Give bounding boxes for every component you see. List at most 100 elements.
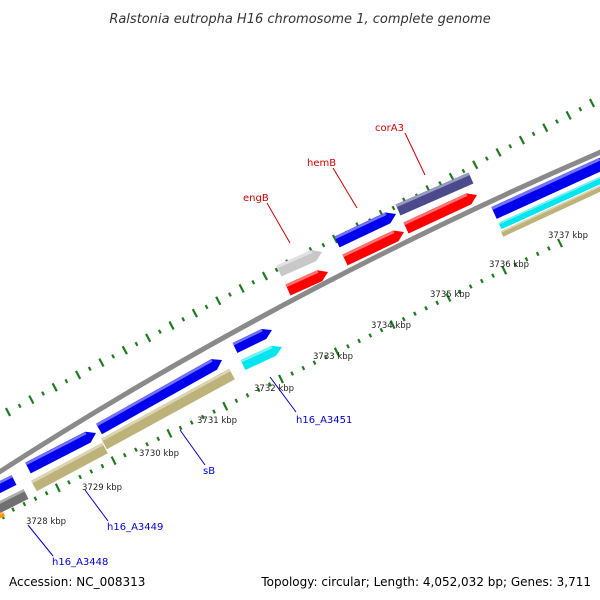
- feature-highlight: [498, 176, 600, 225]
- accession-text: Accession: NC_008313: [9, 575, 145, 589]
- feature-highlight: [334, 212, 387, 240]
- tick-label: 3736 kbp: [489, 260, 529, 270]
- tick-mark: [368, 333, 373, 338]
- tick-mark: [321, 242, 326, 248]
- tick-mark: [41, 391, 45, 396]
- tick-mark: [588, 98, 596, 108]
- genome-summary-text: Topology: circular; Length: 4,052,032 bp…: [260, 575, 591, 589]
- feature-highlight: [395, 172, 470, 208]
- gene-feature: [403, 193, 477, 234]
- tick-mark: [484, 156, 489, 161]
- corA3-leader-line: [404, 132, 426, 176]
- gene-feature: [240, 345, 282, 370]
- tick-label: 3728 kbp: [26, 517, 66, 527]
- feature-highlight: [0, 511, 4, 515]
- feature-highlight: [0, 489, 25, 504]
- feature-highlight: [0, 475, 13, 484]
- gene-label-engB: engB: [243, 193, 269, 204]
- tick-label: 3734 kbp: [371, 321, 411, 331]
- label-layer: 3728 kbp 3729 kbp 3730 kbp 3731 kbp 3732 kbp…: [26, 123, 588, 568]
- tick-mark: [535, 251, 540, 257]
- tick-mark: [89, 469, 94, 474]
- tick-mark: [457, 289, 462, 295]
- tick-mark: [145, 333, 152, 343]
- tick-mark: [33, 496, 38, 501]
- tick-mark: [212, 409, 216, 414]
- tick-mark: [100, 463, 105, 469]
- tick-mark: [78, 474, 82, 480]
- tick-mark: [501, 265, 508, 275]
- h16-a3448-leader-line: [27, 524, 54, 557]
- tick-mark: [524, 257, 529, 262]
- gene-label-h16-a3448: h16_A3448: [52, 557, 108, 568]
- tick-mark: [189, 420, 194, 425]
- tick-mark: [546, 246, 551, 251]
- tick-mark: [11, 507, 16, 512]
- tick-mark: [191, 308, 198, 318]
- label-leaders: [27, 132, 426, 557]
- gene-label-h16-a3449: h16_A3449: [107, 522, 163, 533]
- tick-mark: [245, 393, 250, 398]
- tick-mark: [531, 131, 536, 137]
- tick-label: 3730 kbp: [139, 449, 179, 459]
- tick-mark: [401, 316, 406, 322]
- sb-leader-line: [179, 429, 206, 466]
- tick-mark: [201, 414, 205, 420]
- tick-mark: [110, 456, 117, 466]
- tick-mark: [424, 306, 428, 311]
- tick-mark: [22, 501, 27, 507]
- tick-label: 3737 kbp: [548, 231, 588, 241]
- tick-mark: [228, 292, 232, 297]
- gene-feature: [285, 270, 328, 296]
- tick-mark: [261, 271, 269, 281]
- tick-mark: [251, 279, 256, 285]
- gene-label-h16-a3451: h16_A3451: [296, 415, 352, 426]
- tick-mark: [468, 284, 473, 289]
- tick-mark: [28, 395, 35, 405]
- tick-mark: [301, 365, 306, 371]
- tick-mark: [323, 354, 328, 360]
- feature-highlight: [276, 250, 313, 269]
- tick-mark: [87, 366, 92, 372]
- tick-mark: [357, 338, 361, 344]
- gene-feature: [25, 431, 97, 474]
- feature-highlight: [285, 270, 319, 288]
- tick-mark: [238, 283, 245, 293]
- gene-label-hemB: hemB: [307, 158, 336, 169]
- tick-mark: [134, 447, 138, 452]
- tick-label: 3733 kbp: [313, 352, 353, 362]
- tick-mark: [413, 311, 417, 316]
- tick-mark: [178, 425, 183, 431]
- tick-label: 3735 kbp: [430, 290, 470, 300]
- tick-mark: [157, 329, 162, 334]
- tick-mark: [17, 403, 22, 409]
- tick-mark: [480, 278, 484, 284]
- tick-mark: [331, 234, 339, 244]
- tick-mark: [67, 480, 71, 485]
- engB-leader-line: [266, 202, 291, 244]
- inner-tick-ring: [0, 238, 563, 520]
- gene-feature: [101, 368, 235, 450]
- tick-mark: [168, 320, 175, 330]
- map-title: Ralstonia eutropha H16 chromosome 1, com…: [109, 12, 490, 27]
- feature-highlight: [31, 442, 104, 484]
- tick-mark: [267, 382, 272, 387]
- tick-mark: [122, 452, 127, 458]
- h16-a3451-leader-line: [269, 376, 297, 413]
- gene-label-sb: sB: [203, 466, 215, 477]
- tick-mark: [333, 347, 340, 357]
- tick-mark: [121, 345, 128, 355]
- gene-feature: [31, 442, 108, 492]
- feature-highlight: [96, 359, 213, 427]
- tick-label: 3729 kbp: [82, 483, 122, 493]
- gene-feature: [276, 250, 322, 277]
- tick-mark: [578, 106, 583, 112]
- tick-mark: [491, 273, 495, 278]
- feature-highlight: [101, 368, 231, 442]
- tick-mark: [156, 436, 161, 442]
- tick-mark: [445, 292, 452, 302]
- tick-mark: [435, 300, 440, 306]
- tick-mark: [565, 110, 572, 120]
- tick-label: 3731 kbp: [197, 416, 237, 426]
